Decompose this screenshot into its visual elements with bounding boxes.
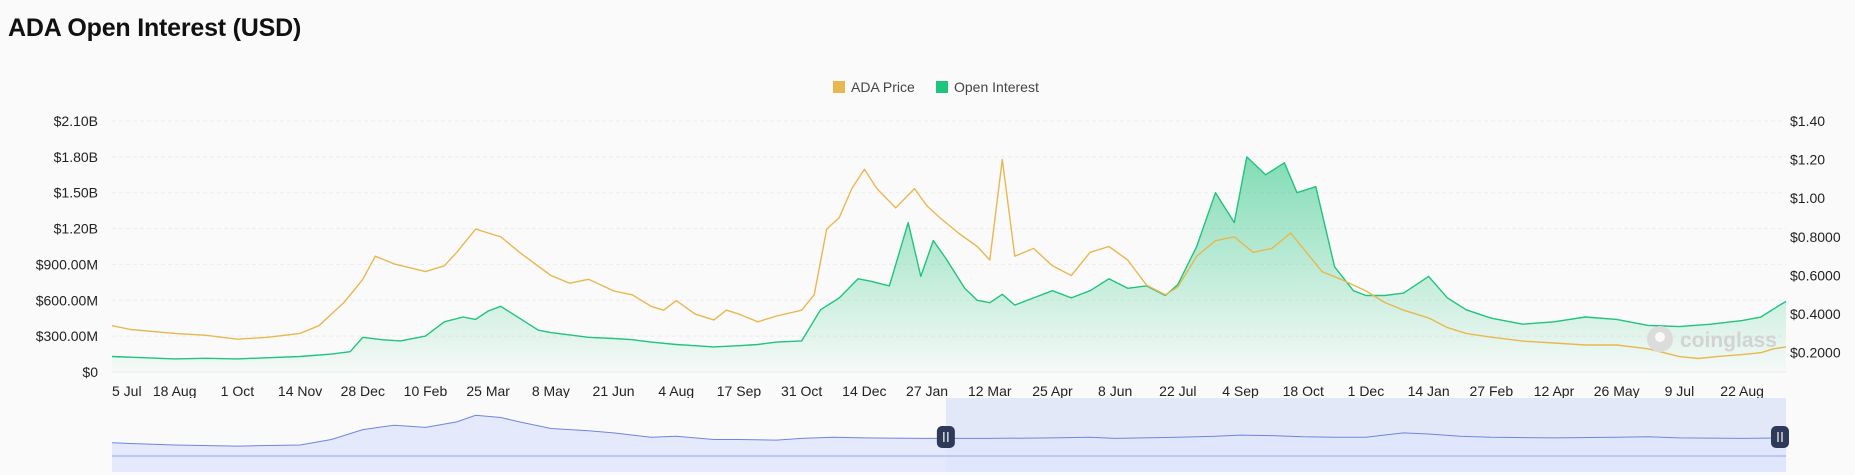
- x-tick-label: 4 Sep: [1222, 383, 1259, 399]
- x-tick-label: 12 Mar: [968, 383, 1012, 399]
- chart-legend: ADA Price Open Interest: [833, 79, 1039, 95]
- navigator-line: [111, 414, 1787, 447]
- y-left-tick-label: $2.10B: [54, 113, 98, 129]
- y-left-tick-label: $600.00M: [36, 292, 98, 308]
- legend-label-oi[interactable]: Open Interest: [954, 79, 1039, 95]
- navigator-handle-left[interactable]: [936, 426, 955, 448]
- x-tick-label: 8 Jun: [1098, 383, 1132, 399]
- x-tick-label: 28 Dec: [341, 383, 385, 399]
- handle-left-body[interactable]: [936, 426, 955, 448]
- legend-swatch-oi[interactable]: [936, 81, 948, 93]
- coinglass-watermark: coinglass: [1647, 326, 1777, 352]
- y-axis-right: $0.2000 $0.4000 $0.6000 $0.8000 $1.00 $1.20 $1…: [1790, 113, 1841, 361]
- x-tick-label: 26 May: [1594, 383, 1640, 399]
- y-right-tick-label: $1.00: [1790, 190, 1825, 206]
- y-left-tick-label: $900.00M: [36, 256, 98, 272]
- x-tick-label: 25 Apr: [1032, 383, 1073, 399]
- x-axis: 5 Jul 18 Aug 1 Oct 14 Nov 28 Dec 10 Feb 25 Mar…: [112, 383, 1764, 399]
- y-left-tick-label: $0: [82, 364, 98, 380]
- y-left-tick-label: $300.00M: [36, 328, 98, 344]
- y-right-tick-label: $0.4000: [1790, 306, 1841, 322]
- x-tick-label: 9 Jul: [1665, 383, 1695, 399]
- x-tick-label: 10 Feb: [404, 383, 448, 399]
- y-right-tick-label: $0.6000: [1790, 267, 1841, 283]
- handle-right-body[interactable]: [1771, 426, 1789, 448]
- x-tick-label: 27 Feb: [1470, 383, 1514, 399]
- y-axis-left: $0 $300.00M $600.00M $900.00M $1.20B $1.50B $1…: [36, 113, 98, 380]
- y-right-tick-label: $1.40: [1790, 113, 1825, 129]
- navigator-handle-right[interactable]: [1771, 426, 1789, 448]
- watermark-text: coinglass: [1680, 329, 1777, 352]
- x-tick-label: 12 Apr: [1534, 383, 1575, 399]
- x-tick-label: 8 May: [532, 383, 570, 399]
- x-tick-label: 22 Jul: [1159, 383, 1196, 399]
- y-right-tick-label: $0.2000: [1790, 345, 1841, 361]
- x-tick-label: 14 Nov: [278, 383, 322, 399]
- x-tick-label: 14 Jan: [1408, 383, 1450, 399]
- y-left-tick-label: $1.50B: [54, 185, 98, 201]
- x-tick-label: 31 Oct: [781, 383, 822, 399]
- legend-label-price[interactable]: ADA Price: [851, 79, 915, 95]
- x-tick-label: 5 Jul: [112, 383, 142, 399]
- x-tick-label: 22 Aug: [1720, 383, 1764, 399]
- x-tick-label: 14 Dec: [842, 383, 886, 399]
- range-navigator[interactable]: [111, 398, 1789, 472]
- x-tick-label: 21 Jun: [593, 383, 635, 399]
- coinglass-logo-icon-inner: [1655, 332, 1665, 342]
- x-tick-label: 25 Mar: [466, 383, 510, 399]
- x-tick-label: 4 Aug: [658, 383, 694, 399]
- y-left-tick-label: $1.20B: [54, 221, 98, 237]
- page-title: ADA Open Interest (USD): [8, 14, 302, 42]
- series-line-open-interest[interactable]: [111, 156, 1787, 360]
- x-tick-label: 1 Oct: [221, 383, 255, 399]
- x-tick-label: 27 Jan: [906, 383, 948, 399]
- y-right-tick-label: $0.8000: [1790, 229, 1841, 245]
- legend-swatch-price[interactable]: [833, 81, 845, 93]
- y-right-tick-label: $1.20: [1790, 152, 1825, 168]
- x-tick-label: 17 Sep: [717, 383, 762, 399]
- x-tick-label: 18 Aug: [153, 383, 197, 399]
- x-tick-label: 1 Dec: [1348, 383, 1385, 399]
- y-left-tick-label: $1.80B: [54, 149, 98, 165]
- x-tick-label: 18 Oct: [1283, 383, 1324, 399]
- series-line-ada-price[interactable]: [111, 158, 1787, 360]
